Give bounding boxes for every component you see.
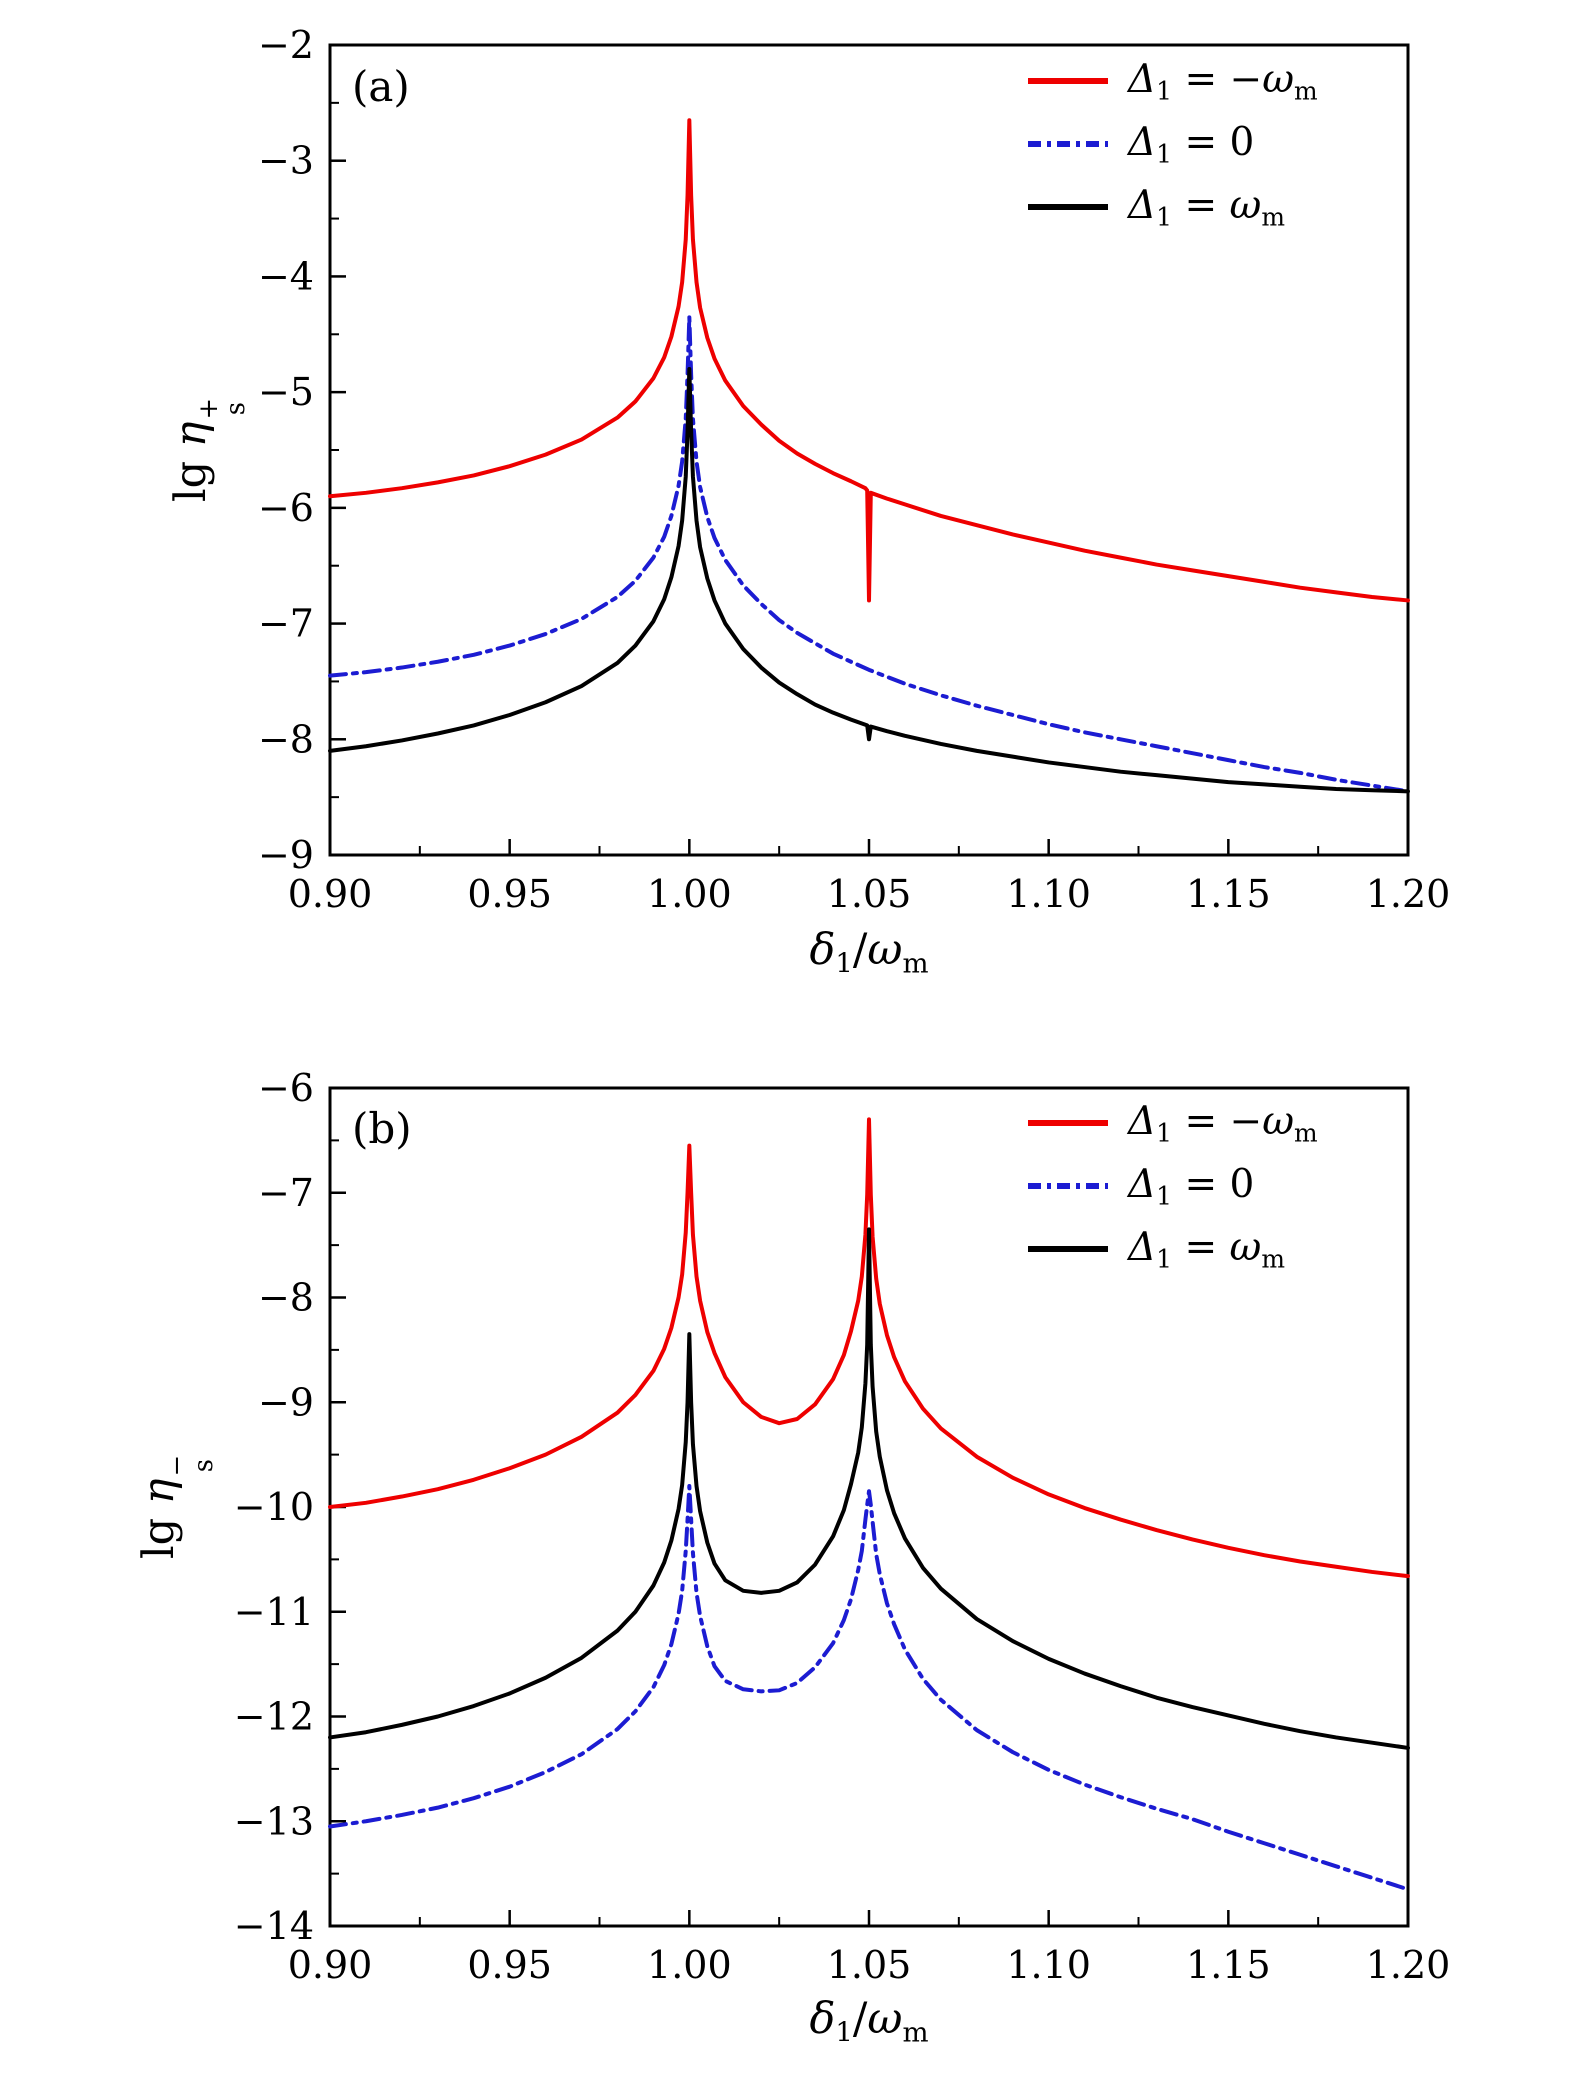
legend-item-label: Δ1 = −ωm <box>1128 56 1318 106</box>
sub-sup-stack: − s <box>161 1454 219 1477</box>
legend-item-label: Δ1 = 0 <box>1128 119 1255 169</box>
series-line-a-1 <box>328 314 1410 794</box>
y-tick-label: −8 <box>258 1276 314 1320</box>
y-tick-label: −3 <box>258 139 314 183</box>
y-tick-label: −4 <box>258 254 314 298</box>
y-tick-label: −11 <box>234 1590 314 1634</box>
x-tick-label: 0.90 <box>288 872 373 916</box>
legend-item: Δ1 = −ωm <box>1026 1098 1318 1148</box>
y-tick-label: −14 <box>234 1904 314 1948</box>
y-tick-label: −6 <box>258 1066 314 1110</box>
legend-item-label: Δ1 = 0 <box>1128 1161 1255 1211</box>
x-tick-label: 0.90 <box>288 1943 373 1987</box>
legend-item-label: Δ1 = ωm <box>1128 1224 1286 1274</box>
legend-item: Δ1 = 0 <box>1026 1161 1318 1211</box>
x-tick-label: 1.15 <box>1186 1943 1271 1987</box>
legend-item: Δ1 = −ωm <box>1026 56 1318 106</box>
legend-item: Δ1 = ωm <box>1026 182 1318 232</box>
panel-a-legend: Δ1 = −ωm Δ1 = 0 Δ1 = ωm <box>1026 56 1318 232</box>
y-tick-label: −9 <box>258 1380 314 1424</box>
panel-b-x-axis-label: δ1/ωm <box>809 1994 929 2049</box>
x-tick-label: 1.10 <box>1006 1943 1091 1987</box>
y-tick-label: −6 <box>258 486 314 530</box>
y-tick-label: −12 <box>234 1695 314 1739</box>
series-line-b-2 <box>328 1227 1410 1750</box>
legend-item-label: Δ1 = −ωm <box>1128 1098 1318 1148</box>
y-tick-label: −7 <box>258 602 314 646</box>
panel-b-legend: Δ1 = −ωm Δ1 = 0 Δ1 = ωm <box>1026 1098 1318 1274</box>
panel-a-y-axis-label: lg η + s <box>166 397 251 503</box>
x-tick-label: 1.00 <box>647 872 732 916</box>
y-tick-label: −13 <box>234 1799 314 1843</box>
series-line-a-0 <box>328 118 1410 603</box>
panel-b-label: (b) <box>352 1104 412 1153</box>
legend-item: Δ1 = ωm <box>1026 1224 1318 1274</box>
legend-line-sample <box>1028 78 1108 84</box>
x-tick-label: 1.15 <box>1186 872 1271 916</box>
panel-a: 0.90 0.95 1.00 1.05 1.10 1.15 1.20 −2 −3 −4 −5 −6 −7… <box>258 23 1450 916</box>
panel-a-x-axis-label: δ1/ωm <box>809 925 929 980</box>
legend-line-sample <box>1028 1183 1108 1189</box>
legend-line-sample <box>1028 204 1108 210</box>
series-line-b-0 <box>328 1117 1410 1579</box>
panel-b: 0.90 0.95 1.00 1.05 1.10 1.15 1.20 −6 −7 −8 −9 −10 −… <box>234 1066 1451 1987</box>
panel-b-y-axis-label: lg η − s <box>134 1454 219 1560</box>
x-tick-label: 1.05 <box>827 1943 912 1987</box>
y-tick-label: −9 <box>258 833 314 877</box>
legend-line-sample <box>1028 141 1108 147</box>
y-tick-label: −5 <box>258 370 314 414</box>
y-tick-label: −8 <box>258 717 314 761</box>
legend-line-sample <box>1028 1120 1108 1126</box>
panel-a-label: (a) <box>352 62 410 111</box>
legend-item-label: Δ1 = ωm <box>1128 182 1286 232</box>
x-tick-label: 1.10 <box>1006 872 1091 916</box>
legend-item: Δ1 = 0 <box>1026 119 1318 169</box>
series-line-b-1 <box>328 1484 1410 1892</box>
y-tick-label: −7 <box>258 1171 314 1215</box>
y-tick-label: −10 <box>234 1485 314 1529</box>
y-tick-label: −2 <box>258 23 314 67</box>
sub-sup-stack: + s <box>193 397 251 420</box>
x-tick-label: 0.95 <box>467 872 552 916</box>
x-tick-label: 1.00 <box>647 1943 732 1987</box>
legend-line-sample <box>1028 1246 1108 1252</box>
x-tick-label: 1.05 <box>827 872 912 916</box>
series-line-a-2 <box>328 367 1410 794</box>
x-tick-label: 0.95 <box>467 1943 552 1987</box>
x-tick-label: 1.20 <box>1366 1943 1451 1987</box>
x-tick-label: 1.20 <box>1366 872 1451 916</box>
